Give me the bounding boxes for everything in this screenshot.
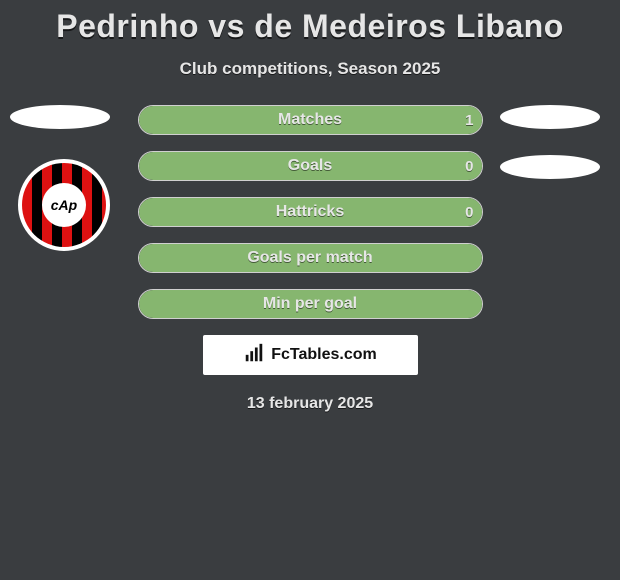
stat-bar-hattricks: Hattricks 0	[138, 197, 483, 227]
left-club-badge-icon: cAp	[18, 159, 110, 251]
left-player-placeholder-icon	[10, 105, 110, 129]
attribution-text: FcTables.com	[271, 346, 377, 364]
bar-chart-icon	[243, 342, 265, 369]
stat-bar-min-per-goal: Min per goal	[138, 289, 483, 319]
stat-bar-matches: Matches 1	[138, 105, 483, 135]
stat-label: Matches	[139, 106, 482, 134]
comparison-content: cAp Matches 1 Goals 0 Hattricks 0 Goals …	[0, 105, 620, 413]
stat-label: Hattricks	[139, 198, 482, 226]
right-club-placeholder-icon	[500, 155, 600, 179]
club-initials: cAp	[42, 183, 86, 227]
stat-bar-goals-per-match: Goals per match	[138, 243, 483, 273]
stats-bars: Matches 1 Goals 0 Hattricks 0 Goals per …	[138, 105, 483, 319]
stat-value-left: 1	[465, 106, 473, 134]
page-title: Pedrinho vs de Medeiros Libano	[0, 0, 620, 45]
stat-value-left: 0	[465, 198, 473, 226]
season-subtitle: Club competitions, Season 2025	[0, 59, 620, 79]
stat-label: Goals	[139, 152, 482, 180]
stat-bar-goals: Goals 0	[138, 151, 483, 181]
report-date: 13 february 2025	[0, 395, 620, 413]
stat-value-left: 0	[465, 152, 473, 180]
attribution-badge: FcTables.com	[203, 335, 418, 375]
right-player-placeholder-icon	[500, 105, 600, 129]
stat-label: Goals per match	[139, 244, 482, 272]
stat-label: Min per goal	[139, 290, 482, 318]
